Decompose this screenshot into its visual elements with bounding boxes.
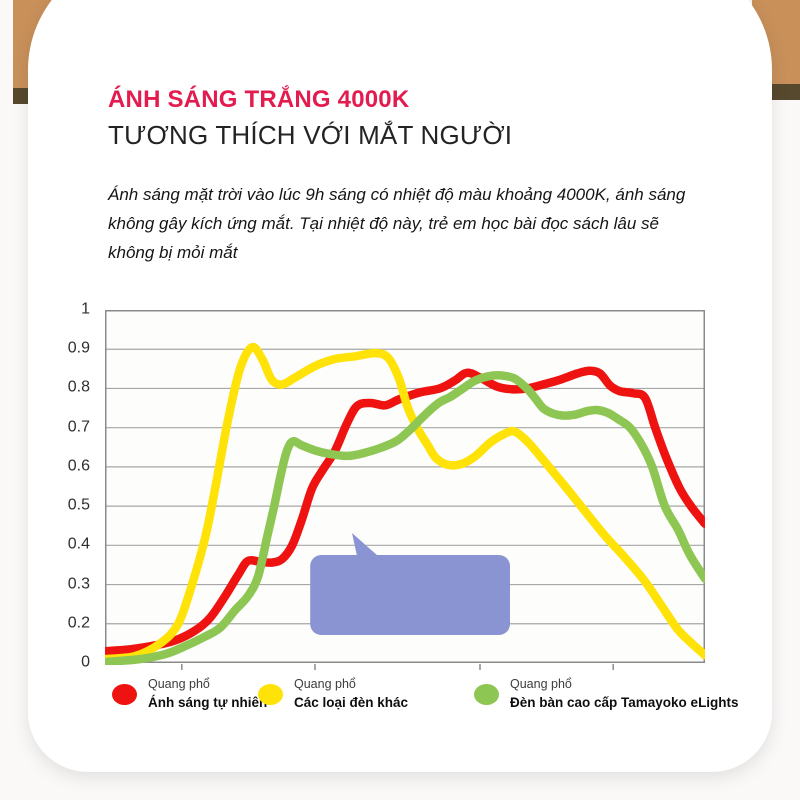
speech-bubble [310, 555, 510, 635]
legend-text: Quang phổ Các loại đèn khác [294, 676, 408, 712]
y-axis-label: 0.8 [67, 379, 90, 397]
y-axis-label: 0.4 [67, 535, 90, 553]
y-axis-label: 0.5 [67, 496, 90, 514]
legend-series-type: Quang phổ [510, 677, 572, 691]
legend-item-natural-light: Quang phổ Ánh sáng tự nhiên [112, 676, 267, 712]
legend-series-type: Quang phổ [294, 677, 356, 691]
y-axis-label: 0.2 [67, 614, 90, 632]
legend-series-name: Ánh sáng tự nhiên [148, 694, 268, 710]
page-subtitle: TƯƠNG THÍCH VỚI MẮT NGƯỜI [108, 120, 513, 150]
series-curve [105, 342, 705, 664]
spectrum-chart-svg [105, 310, 705, 670]
legend-item-other-lamps: Quang phổ Các loại đèn khác [258, 676, 408, 712]
y-axis-label: 0.7 [67, 418, 90, 436]
page-title: ÁNH SÁNG TRẮNG 4000K [108, 86, 410, 113]
legend-series-name: Đèn bàn cao cấp Tamayoko eLights [510, 694, 739, 710]
y-axis-label: 0 [81, 653, 90, 671]
y-axis-label: 0.6 [67, 457, 90, 475]
legend-dot-green [474, 683, 499, 705]
y-axis-labels: 1 0.9 0.8 0.7 0.6 0.5 0.4 0.3 0.2 0 [50, 301, 96, 671]
speech-bubble-tail [352, 533, 378, 556]
series-curve [105, 366, 705, 656]
description-text: Ánh sáng mặt trời vào lúc 9h sáng có nhi… [108, 185, 686, 263]
legend-text: Quang phổ Ánh sáng tự nhiên [148, 676, 267, 712]
spectrum-chart [105, 310, 705, 672]
legend-text: Quang phổ Đèn bàn cao cấp Tamayoko eLigh… [510, 676, 739, 712]
y-axis-label: 0.9 [67, 339, 90, 357]
legend-series-type: Quang phổ [148, 677, 210, 691]
y-axis-label: 0.3 [67, 575, 90, 593]
legend-item-tamayoko-lamp: Quang phổ Đèn bàn cao cấp Tamayoko eLigh… [474, 676, 739, 712]
series-curve [105, 370, 705, 665]
legend-series-name: Các loại đèn khác [294, 694, 409, 710]
legend-dot-yellow [258, 683, 283, 705]
legend: Quang phổ Ánh sáng tự nhiên Quang phổ Cá… [0, 676, 800, 726]
y-axis-label: 1 [81, 300, 90, 318]
legend-dot-red [112, 683, 137, 705]
